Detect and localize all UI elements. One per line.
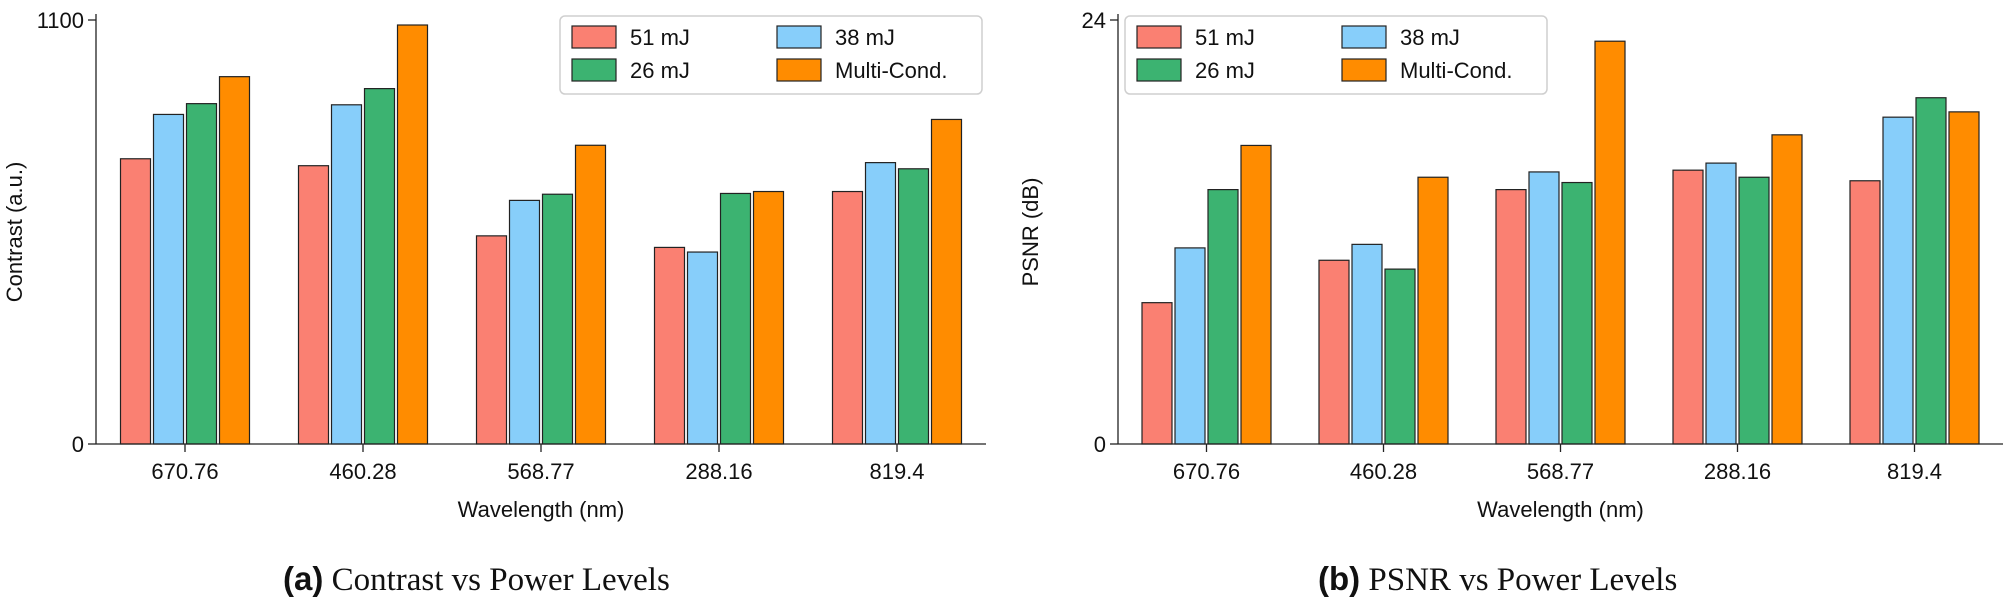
y-tick-label: 0 <box>1094 432 1106 457</box>
bar-38-mj-4 <box>1882 116 1914 445</box>
bar-51-mj-0 <box>1141 302 1173 445</box>
bar-38-mj-2 <box>508 199 541 445</box>
bar-multi-cond--2 <box>1594 40 1626 445</box>
bar-38-mj-1 <box>330 104 363 445</box>
legend-label: 51 mJ <box>1195 25 1255 50</box>
legend: 51 mJ 38 mJ 26 mJ Multi-Cond. <box>559 15 983 95</box>
caption-a: (a) Contrast vs Power Levels <box>283 560 670 599</box>
bar-38-mj-3 <box>686 251 719 445</box>
y-tick-label: 0 <box>72 432 84 457</box>
bar-38-mj-1 <box>1351 243 1383 445</box>
x-tick-label: 819.4 <box>1887 459 1942 484</box>
bar-26-mj-2 <box>1561 181 1593 445</box>
y-tick-label: 24 <box>1082 8 1106 33</box>
bar-51-mj-2 <box>1495 189 1527 445</box>
bar-multi-cond--1 <box>396 24 429 445</box>
bar-26-mj-1 <box>1384 268 1416 445</box>
bar-26-mj-0 <box>1207 189 1239 445</box>
legend-swatch <box>776 58 822 82</box>
bar-51-mj-4 <box>831 190 864 445</box>
x-tick-label: 460.28 <box>329 459 396 484</box>
bar-38-mj-2 <box>1528 171 1560 445</box>
legend-swatch <box>571 58 617 82</box>
x-axis-label: Wavelength (nm) <box>1477 497 1644 522</box>
bar-51-mj-3 <box>1672 169 1704 445</box>
x-axis-label: Wavelength (nm) <box>458 497 625 522</box>
x-tick-label: 819.4 <box>869 459 924 484</box>
bar-multi-cond--3 <box>1771 134 1803 445</box>
psnr-chart: 0 24 670.76 460.28 568.77 288.16 819.4 Waveleng… <box>1018 8 2003 522</box>
bar-multi-cond--0 <box>1240 144 1272 445</box>
y-axis-label: Contrast (a.u.) <box>2 162 27 303</box>
bar-26-mj-1 <box>363 88 396 445</box>
caption-b-text: PSNR vs Power Levels <box>1368 562 1678 598</box>
bar-26-mj-4 <box>1915 97 1947 445</box>
caption-a-text: Contrast vs Power Levels <box>331 562 670 598</box>
bar-26-mj-2 <box>541 193 574 445</box>
legend-frame <box>559 15 983 95</box>
bar-multi-cond--1 <box>1417 176 1449 445</box>
legend-label: 26 mJ <box>1195 58 1255 83</box>
bar-51-mj-4 <box>1849 180 1881 445</box>
legend-label: 51 mJ <box>630 25 690 50</box>
bar-38-mj-4 <box>864 162 897 445</box>
bar-multi-cond--4 <box>1948 111 1980 445</box>
x-tick-label: 670.76 <box>1173 459 1240 484</box>
bar-26-mj-4 <box>897 168 930 445</box>
bar-26-mj-3 <box>719 192 752 445</box>
legend-label: 26 mJ <box>630 58 690 83</box>
x-tick-label: 288.16 <box>685 459 752 484</box>
bar-38-mj-3 <box>1705 162 1737 445</box>
legend-swatch <box>1136 58 1182 82</box>
legend-swatch <box>1341 58 1387 82</box>
caption-a-label: (a) <box>283 560 324 597</box>
legend-frame <box>1124 15 1548 95</box>
legend-label: 38 mJ <box>835 25 895 50</box>
legend-label: 38 mJ <box>1400 25 1460 50</box>
bar-multi-cond--4 <box>930 118 963 445</box>
legend-label: Multi-Cond. <box>835 58 947 83</box>
y-tick-label: 1100 <box>37 8 84 33</box>
bar-51-mj-0 <box>119 158 152 445</box>
bar-26-mj-0 <box>185 103 218 445</box>
y-axis-label: PSNR (dB) <box>1018 178 1043 287</box>
bar-multi-cond--2 <box>574 144 607 445</box>
bar-51-mj-3 <box>653 246 686 445</box>
contrast-chart: 0 1100 670.76 460.28 568.77 288.16 819.4 Wavele… <box>2 8 986 522</box>
bar-26-mj-3 <box>1738 176 1770 445</box>
x-tick-label: 568.77 <box>1527 459 1594 484</box>
bar-38-mj-0 <box>1174 247 1206 445</box>
legend-swatch <box>571 25 617 49</box>
legend-swatch <box>776 25 822 49</box>
x-tick-label: 288.16 <box>1704 459 1771 484</box>
bar-51-mj-1 <box>1318 259 1350 445</box>
bar-51-mj-2 <box>475 235 508 445</box>
caption-b: (b) PSNR vs Power Levels <box>1318 560 1677 599</box>
x-tick-label: 568.77 <box>507 459 574 484</box>
bar-multi-cond--0 <box>218 76 251 445</box>
legend-label: Multi-Cond. <box>1400 58 1512 83</box>
bar-multi-cond--3 <box>752 190 785 445</box>
x-tick-label: 670.76 <box>151 459 218 484</box>
bar-51-mj-1 <box>297 165 330 445</box>
x-tick-label: 460.28 <box>1350 459 1417 484</box>
caption-b-label: (b) <box>1318 560 1361 597</box>
bar-38-mj-0 <box>152 113 185 445</box>
legend-swatch <box>1341 25 1387 49</box>
legend-swatch <box>1136 25 1182 49</box>
legend: 51 mJ 38 mJ 26 mJ Multi-Cond. <box>1124 15 1548 95</box>
